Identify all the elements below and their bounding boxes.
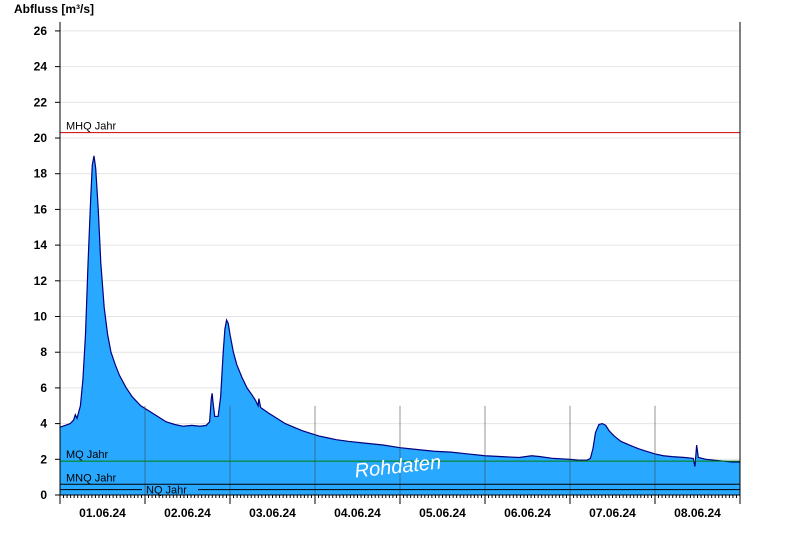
- grid: [60, 30, 740, 460]
- day-boundaries: [144, 405, 656, 495]
- x-tick-label-0: 01.06.24: [79, 506, 126, 520]
- y-tick-label-20: 20: [34, 131, 48, 145]
- y-tick-label-8: 8: [40, 345, 47, 359]
- x-tick-label-7: 08.06.24: [674, 506, 721, 520]
- x-tick-label-5: 06.06.24: [504, 506, 551, 520]
- series-line-0: [59, 155, 740, 467]
- ref-label-nq-jahr: NQ Jahr: [146, 485, 187, 497]
- reference-lines: MHQ Jahr MQ Jahr MNQ Jahr NQ Jahr: [60, 121, 740, 497]
- y-tick-label-24: 24: [34, 60, 48, 74]
- y-tick-label-6: 6: [40, 381, 47, 395]
- x-tick-label-4: 05.06.24: [419, 506, 466, 520]
- y-axis-label: Abfluss [m³/s]: [14, 2, 94, 16]
- y-tick-label-12: 12: [34, 274, 48, 288]
- y-tick-label-22: 22: [34, 95, 48, 109]
- y-tick-label-10: 10: [34, 310, 48, 324]
- y-tick-label-16: 16: [34, 202, 48, 216]
- x-tick-label-1: 02.06.24: [164, 506, 211, 520]
- ref-label-mhq-jahr: MHQ Jahr: [66, 121, 116, 133]
- y-tick-label-14: 14: [34, 238, 48, 252]
- y-tick-label-2: 2: [40, 452, 47, 466]
- y-tick-label-0: 0: [40, 488, 47, 502]
- x-tick-labels: 01.06.24 02.06.24 03.06.24 04.06.24 05.06.24…: [59, 495, 741, 520]
- ref-label-mq-jahr: MQ Jahr: [66, 449, 109, 461]
- x-tick-label-3: 04.06.24: [334, 506, 381, 520]
- y-tick-label-26: 26: [34, 24, 48, 38]
- y-tick-label-18: 18: [34, 167, 48, 181]
- y-tick-label-4: 4: [40, 417, 47, 431]
- x-tick-label-6: 07.06.24: [589, 506, 636, 520]
- x-tick-label-2: 03.06.24: [249, 506, 296, 520]
- ref-label-mnq-jahr: MNQ Jahr: [66, 472, 116, 484]
